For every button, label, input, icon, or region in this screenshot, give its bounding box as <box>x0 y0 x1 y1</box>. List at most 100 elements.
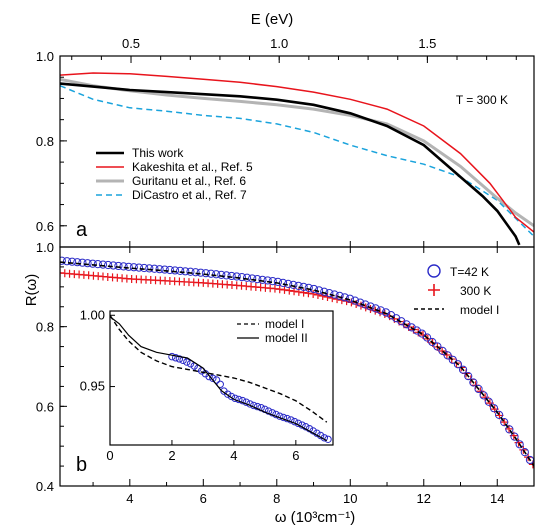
b-point-42K <box>114 261 123 271</box>
b-point-300K <box>304 289 313 298</box>
b-point-42K <box>83 259 92 268</box>
a-series-line-2 <box>60 77 534 228</box>
b-legend-plus <box>428 284 440 296</box>
b-point-42K <box>258 275 267 284</box>
b-point-42K <box>227 271 236 281</box>
b-point-42K <box>191 268 200 277</box>
inset-data-point <box>253 402 262 411</box>
inset-model-I-line <box>110 314 328 423</box>
b-point-42K <box>443 351 452 360</box>
b-point-300K <box>514 438 523 447</box>
inset-data-point <box>287 416 295 424</box>
a-series-line-0 <box>60 82 521 246</box>
b-point-42K <box>62 257 72 266</box>
b-point-42K <box>155 265 164 274</box>
inset-y-tick-label: 1.00 <box>80 307 105 322</box>
inset-data-point <box>175 355 184 363</box>
b-point-300K <box>313 290 322 299</box>
a-legend-label: This work <box>132 146 184 160</box>
b-y-tick-label: 0.4 <box>36 479 54 494</box>
b-point-42K <box>140 263 149 273</box>
inset-data-point <box>216 380 224 388</box>
b-point-42K <box>320 287 329 296</box>
a-legend-label: Guritanu et al., Ref. 6 <box>132 174 246 188</box>
b-point-42K <box>350 296 360 305</box>
inset-frame <box>109 310 334 446</box>
b-legend-label-300K: 300 K <box>460 284 491 298</box>
b-point-300K <box>285 286 294 295</box>
b-point-42K <box>124 262 133 271</box>
b-point-42K <box>489 404 499 413</box>
b-point-42K <box>500 418 509 427</box>
b-point-42K <box>366 302 375 311</box>
inset-y-tick-label: 0.95 <box>80 379 105 394</box>
inset-background <box>110 311 333 445</box>
b-point-42K <box>68 257 77 266</box>
b-point-42K <box>129 263 138 272</box>
b-point-42K <box>119 262 128 271</box>
b-legend-label-model: model I <box>460 303 499 317</box>
b-point-42K <box>212 270 221 279</box>
b-point-300K <box>519 445 528 454</box>
b-point-42K <box>515 440 524 449</box>
b-point-42K <box>474 384 483 394</box>
b-point-300K <box>299 288 308 297</box>
panel-b: 4 6 8 10 12 14 0.4 0.6 0.8 1.0 T=42 K 300 K model I b <box>36 240 535 506</box>
b-point-42K <box>165 265 174 275</box>
b-x-tick-label: 10 <box>343 491 357 506</box>
b-point-42K <box>453 360 463 369</box>
top-tick-label: 1.0 <box>270 36 288 51</box>
b-point-42K <box>134 263 144 272</box>
b-point-42K <box>181 267 190 276</box>
b-y-tick-label: 0.6 <box>36 399 54 414</box>
b-point-42K <box>206 269 216 278</box>
b-point-42K <box>422 333 432 342</box>
b-point-42K <box>109 261 118 270</box>
a-y-tick-label: 0.6 <box>36 219 54 234</box>
b-model-I-line <box>60 261 534 467</box>
b-point-42K <box>417 329 427 338</box>
b-point-300K <box>481 393 490 402</box>
b-point-42K <box>217 270 226 279</box>
b-point-42K <box>98 260 108 269</box>
b-point-42K <box>78 258 87 267</box>
panel-b-frame <box>59 246 535 487</box>
inset-x-tick-label: 6 <box>292 448 299 463</box>
b-point-42K <box>304 283 313 292</box>
b-point-42K <box>176 266 185 275</box>
b-legend-label-42K: T=42 K <box>450 265 489 279</box>
b-point-42K <box>335 291 344 300</box>
inset-legend-label-model-I: model I <box>265 317 304 331</box>
inset-x-tick-label: 4 <box>230 448 237 463</box>
b-point-42K <box>464 372 473 381</box>
b-point-300K <box>275 285 284 294</box>
b-point-42K <box>93 260 102 269</box>
b-y-tick-label: 1.0 <box>36 240 54 255</box>
b-point-42K <box>289 280 298 289</box>
b-point-42K <box>201 269 210 278</box>
b-x-tick-label: 8 <box>273 491 280 506</box>
b-point-42K <box>145 264 154 273</box>
panel-label-a: a <box>76 219 88 241</box>
b-point-42K <box>160 265 169 274</box>
b-point-42K <box>186 267 195 276</box>
b-point-42K <box>170 266 180 275</box>
b-point-42K <box>494 410 504 419</box>
x-axis-title: ω (10³cm⁻¹) <box>275 509 355 526</box>
inset-data-point <box>168 352 176 361</box>
inset-data-point <box>183 358 191 366</box>
inset-data-point <box>238 396 247 405</box>
b-point-42K <box>479 391 488 400</box>
a-series-line-1 <box>60 72 534 233</box>
b-point-300K <box>438 346 447 355</box>
b-legend-circle <box>427 264 441 278</box>
a-series-line-3 <box>60 85 534 237</box>
top-tick-label: 0.5 <box>122 36 140 51</box>
b-point-42K <box>196 268 205 277</box>
b-point-42K <box>458 365 468 374</box>
b-point-42K <box>438 346 447 355</box>
inset-x-tick-label: 0 <box>106 448 113 463</box>
a-legend-label: DiCastro et al., Ref. 7 <box>132 188 247 202</box>
